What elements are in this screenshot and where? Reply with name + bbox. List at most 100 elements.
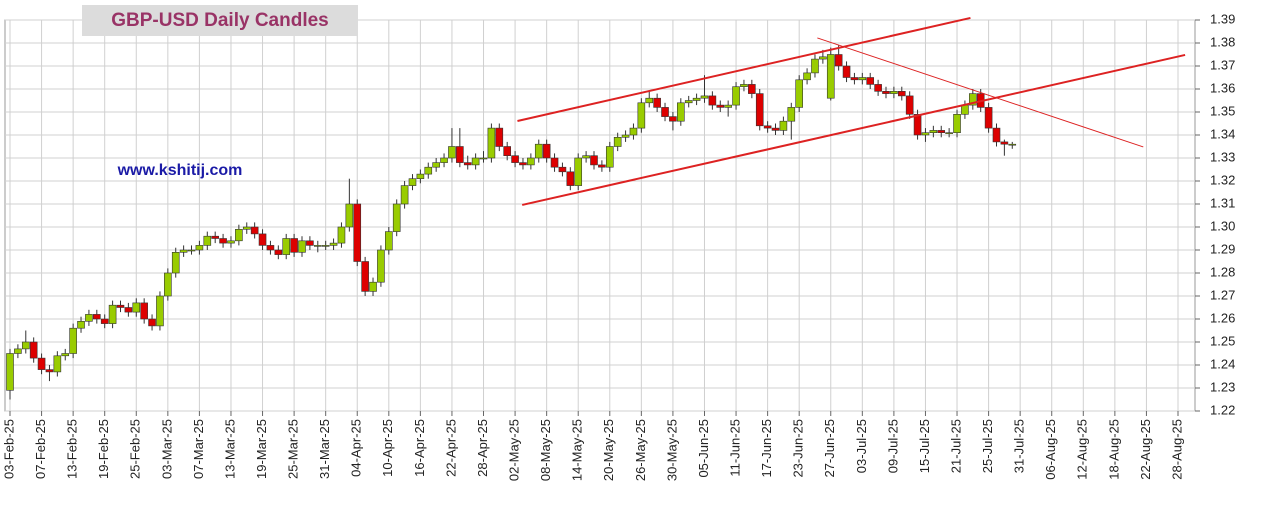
watermark: www.kshitij.com <box>117 162 243 179</box>
candle-body <box>826 54 835 99</box>
candle-body <box>787 107 796 122</box>
candle-body <box>811 58 819 74</box>
candle-body <box>77 320 85 329</box>
candle-body <box>724 104 732 108</box>
candle-body <box>53 355 62 373</box>
x-tick-label: 22-Aug-25 <box>1138 419 1153 480</box>
x-tick-label: 25-Feb-25 <box>128 419 143 479</box>
candle-body <box>700 95 709 99</box>
x-tick-label: 09-Jul-25 <box>885 419 900 473</box>
candle-body <box>961 104 969 115</box>
candle-body <box>842 65 851 78</box>
candle-body <box>45 369 54 373</box>
y-tick-label: 1.32 <box>1210 172 1235 187</box>
candle-body <box>969 93 977 106</box>
candle-body <box>708 95 717 106</box>
plot-area <box>4 19 1196 412</box>
x-tick-label: 28-Aug-25 <box>1169 419 1184 480</box>
y-tick-label: 1.37 <box>1210 57 1235 72</box>
candle-body <box>598 164 606 168</box>
candle-body <box>653 97 661 108</box>
candle-body <box>290 238 298 253</box>
candle-body <box>227 240 235 244</box>
candle-body <box>424 166 433 175</box>
y-tick-label: 1.28 <box>1210 264 1235 279</box>
x-tick-label: 19-Mar-25 <box>254 419 269 479</box>
candle-body <box>69 327 77 354</box>
x-tick-label: 03-Jul-25 <box>854 419 869 473</box>
y-tick-label: 1.29 <box>1210 241 1235 256</box>
candle-body <box>195 245 204 251</box>
candle-body <box>306 240 314 246</box>
candle-body <box>534 143 543 159</box>
candle-body <box>519 162 527 166</box>
candle-body <box>716 104 725 108</box>
candle-body <box>613 137 622 147</box>
candle-body <box>85 314 93 322</box>
candle-body <box>740 84 748 88</box>
x-tick-label: 18-Aug-25 <box>1106 419 1121 480</box>
candle-body <box>779 120 788 131</box>
trend-line <box>521 53 1186 206</box>
x-tick-label: 30-May-25 <box>664 419 679 481</box>
candle-body <box>6 353 14 391</box>
x-tick-label: 03-Feb-25 <box>1 419 16 479</box>
x-tick-label: 15-Jul-25 <box>917 419 932 473</box>
candle-body <box>148 318 156 327</box>
y-tick-label: 1.24 <box>1210 356 1235 371</box>
candle-body <box>116 304 125 308</box>
candle-body <box>369 281 377 292</box>
x-tick-label: 31-Mar-25 <box>317 419 332 479</box>
candle-body <box>503 146 511 156</box>
candle-body <box>440 157 448 163</box>
candle-body <box>242 226 251 230</box>
candle-body <box>361 261 369 292</box>
y-tick-label: 1.34 <box>1210 126 1235 141</box>
candle-body <box>329 242 338 246</box>
title-box <box>82 5 358 36</box>
candle-body <box>645 97 654 104</box>
candle-body <box>755 93 764 127</box>
candle-body <box>511 155 519 163</box>
candle-body <box>463 162 472 166</box>
candle-body <box>621 134 630 138</box>
candle-body <box>795 79 803 108</box>
y-tick-label: 1.22 <box>1210 402 1235 417</box>
x-tick-label: 08-May-25 <box>538 419 553 481</box>
x-tick-label: 19-Feb-25 <box>96 419 111 479</box>
candle-body <box>661 107 669 117</box>
candle-body <box>400 185 409 205</box>
candle-body <box>590 155 598 166</box>
candle-body <box>874 84 882 92</box>
candle-body <box>834 54 843 67</box>
candle-body <box>858 77 867 81</box>
candle-body <box>337 226 346 244</box>
candle-body <box>937 130 946 133</box>
candle-body <box>321 245 330 247</box>
y-tick-label: 1.27 <box>1210 287 1235 302</box>
candle-body <box>416 173 425 180</box>
x-tick-label: 13-Feb-25 <box>65 419 80 479</box>
candle-body <box>684 100 693 104</box>
candle-body <box>850 77 859 81</box>
candle-body <box>890 91 898 94</box>
candle-body <box>456 146 464 163</box>
candle-body <box>819 56 827 60</box>
x-tick-label: 05-Jun-25 <box>696 419 711 478</box>
x-tick-label: 20-May-25 <box>601 419 616 481</box>
candle-body <box>1000 141 1009 145</box>
candle-body <box>566 171 575 186</box>
x-tick-label: 04-Apr-25 <box>349 419 364 477</box>
candle-body <box>258 233 267 246</box>
candle-body <box>377 249 385 283</box>
candle-body <box>408 178 417 186</box>
candle-body <box>235 229 243 242</box>
candle-body <box>345 203 354 228</box>
candle-body <box>156 295 164 327</box>
y-tick-label: 1.31 <box>1210 195 1235 210</box>
candle-body <box>771 127 780 131</box>
x-tick-label: 06-Aug-25 <box>1043 419 1058 480</box>
y-tick-label: 1.39 <box>1210 11 1235 26</box>
candle-body <box>574 157 583 186</box>
